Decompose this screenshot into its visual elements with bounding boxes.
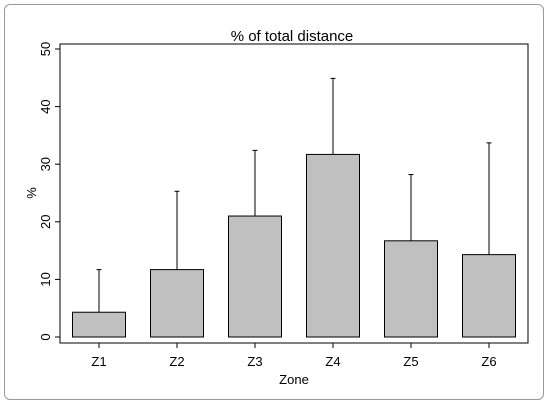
bar: [462, 254, 516, 338]
x-axis-title: Zone: [279, 372, 309, 387]
plot-area: [59, 43, 529, 344]
y-tick-label: 20: [38, 215, 53, 229]
x-tick-label: Z3: [247, 354, 262, 369]
y-tick-label: 30: [38, 157, 53, 171]
y-tick-label: 0: [38, 333, 53, 340]
x-tick-label: Z6: [481, 354, 496, 369]
y-tick-label: 40: [38, 99, 53, 113]
y-tick-label: 10: [38, 272, 53, 286]
bar: [306, 153, 360, 338]
x-tick-label: Z5: [403, 354, 418, 369]
chart-title: % of total distance: [231, 28, 354, 45]
bar: [228, 215, 282, 338]
x-tick-label: Z1: [91, 354, 106, 369]
x-tick-label: Z4: [325, 354, 340, 369]
y-axis-title: %: [24, 187, 39, 199]
bar: [384, 240, 438, 338]
x-tick-label: Z2: [169, 354, 184, 369]
bar: [150, 269, 204, 338]
y-tick-label: 50: [38, 42, 53, 56]
bar: [72, 311, 126, 338]
